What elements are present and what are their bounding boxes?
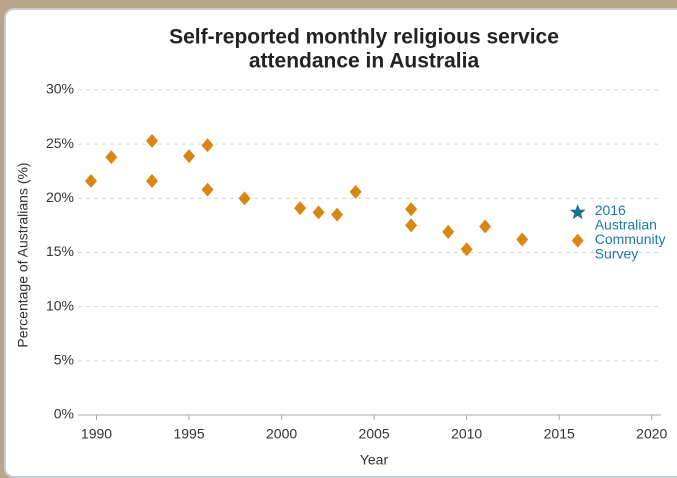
y-tick-label: 15% bbox=[46, 243, 74, 259]
annotation-text: Community bbox=[595, 231, 666, 247]
chart-title-line: attendance in Australia bbox=[249, 50, 480, 73]
y-tick-label: 5% bbox=[54, 352, 74, 368]
data-point bbox=[201, 138, 214, 153]
data-point bbox=[146, 133, 159, 148]
x-tick-label: 2005 bbox=[359, 426, 390, 442]
data-point bbox=[312, 205, 325, 220]
data-point bbox=[442, 224, 455, 239]
data-point bbox=[479, 219, 492, 234]
data-point bbox=[571, 233, 584, 248]
data-point bbox=[183, 149, 196, 164]
data-point bbox=[405, 218, 418, 233]
data-point bbox=[238, 191, 251, 206]
x-tick-label: 1995 bbox=[173, 426, 204, 442]
x-axis-label: Year bbox=[360, 452, 389, 468]
data-point bbox=[516, 232, 529, 247]
y-tick-label: 0% bbox=[54, 406, 74, 422]
data-point bbox=[105, 150, 118, 165]
annotation-text: Survey bbox=[595, 246, 639, 262]
data-point bbox=[405, 202, 418, 217]
y-tick-label: 10% bbox=[46, 297, 74, 313]
data-point bbox=[201, 182, 214, 197]
data-point bbox=[331, 207, 344, 222]
chart-card bbox=[4, 8, 677, 478]
data-point bbox=[569, 203, 586, 220]
data-point bbox=[460, 242, 473, 257]
y-axis-label: Percentage of Australians (%) bbox=[15, 162, 31, 347]
y-tick-label: 20% bbox=[46, 189, 74, 205]
x-tick-label: 2015 bbox=[544, 426, 575, 442]
data-point bbox=[84, 174, 97, 188]
annotation-text: 2016 bbox=[595, 202, 626, 218]
data-point bbox=[294, 201, 307, 216]
x-tick-label: 2000 bbox=[266, 426, 297, 442]
y-tick-label: 25% bbox=[46, 135, 74, 151]
data-point bbox=[349, 184, 362, 199]
data-point bbox=[146, 174, 159, 188]
annotation-text: Australian bbox=[595, 217, 657, 233]
x-tick-label: 2010 bbox=[451, 426, 482, 442]
x-tick-label: 1990 bbox=[81, 426, 112, 442]
chart-title-line: Self-reported monthly religious service bbox=[169, 26, 559, 49]
x-tick-label: 2020 bbox=[636, 426, 667, 442]
y-tick-label: 30% bbox=[46, 81, 74, 97]
